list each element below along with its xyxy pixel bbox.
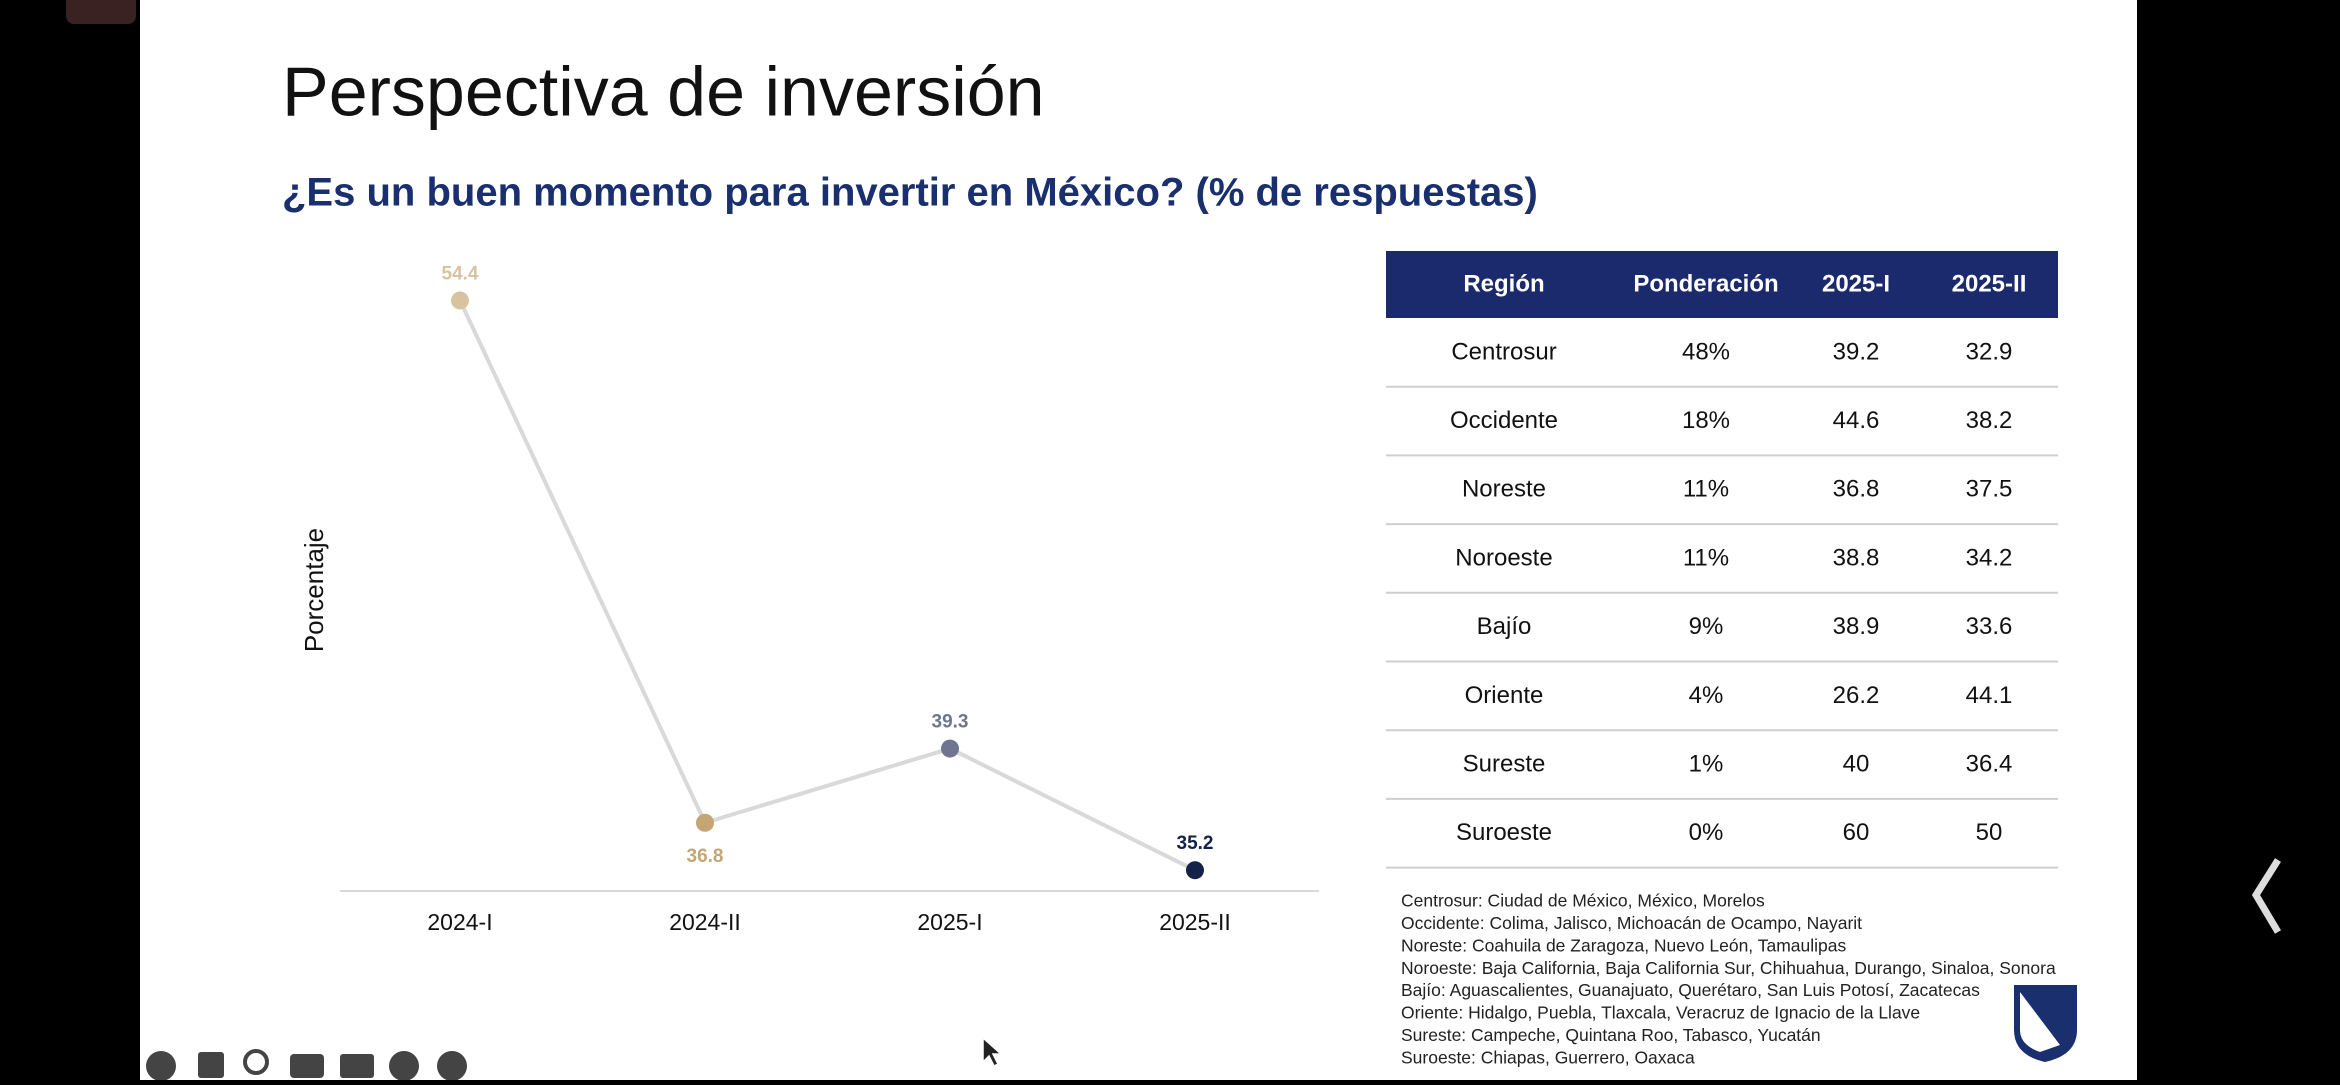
slide-title: Perspectiva de inversión [282, 52, 1045, 130]
table-cell: 0% [1689, 819, 1724, 846]
table-cell: 48% [1682, 338, 1730, 365]
note: Centrosur: Ciudad de México, México, Mor… [1401, 891, 1765, 911]
slide-subtitle: ¿Es un buen momento para invertir en Méx… [282, 171, 1538, 215]
note: Occidente: Colima, Jalisco, Michoacán de… [1401, 913, 1862, 933]
table-cell: 9% [1689, 613, 1724, 640]
more-button[interactable] [389, 1051, 419, 1081]
back-chevron[interactable] [2251, 858, 2282, 934]
table-cell: 32.9 [1966, 338, 2013, 365]
table-cell: 44.1 [1966, 682, 2013, 709]
point [941, 739, 959, 758]
table-cell: Noreste [1462, 476, 1546, 503]
table-header: 2025-I [1822, 270, 1890, 297]
point [1186, 861, 1204, 880]
table-cell: Centrosur [1451, 338, 1556, 365]
next-button[interactable] [437, 1051, 467, 1081]
note: Noreste: Coahuila de Zaragoza, Nuevo Leó… [1401, 935, 1846, 955]
captions-button[interactable] [290, 1054, 324, 1078]
table-header-bg [1386, 251, 2058, 318]
table-cell: Bajío [1477, 613, 1532, 640]
table-cell: 50 [1976, 819, 2003, 846]
note: Sureste: Campeche, Quintana Roo, Tabasco… [1401, 1025, 1821, 1045]
table-cell: 37.5 [1966, 476, 2013, 503]
note: Suroeste: Chiapas, Guerrero, Oaxaca [1401, 1047, 1695, 1067]
table-cell: 60 [1843, 819, 1870, 846]
table-cell: 36.4 [1966, 751, 2013, 778]
table-cell: 34.2 [1966, 544, 2013, 571]
note: Bajío: Aguascalientes, Guanajuato, Queré… [1401, 980, 1980, 1000]
logo [2014, 985, 2077, 1062]
toolbar [146, 1049, 467, 1081]
table-header: Ponderación [1633, 270, 1778, 297]
table-cell: 38.2 [1966, 407, 2013, 434]
table-cell: 26.2 [1833, 682, 1880, 709]
table-cell: 11% [1683, 544, 1729, 571]
table-cell: 36.8 [1833, 476, 1880, 503]
table-cell: Suroeste [1456, 819, 1552, 846]
note: Noroeste: Baja California, Baja Californ… [1401, 958, 2056, 978]
data-label: 39.3 [932, 712, 969, 733]
data-label: 35.2 [1177, 833, 1214, 854]
x-tick-label: 2025-II [1159, 909, 1231, 935]
table-header: 2025-II [1952, 270, 2027, 297]
table-cell: 40 [1843, 751, 1870, 778]
record-icon [66, 0, 136, 24]
pen-button[interactable] [198, 1052, 224, 1078]
table-cell: 38.8 [1833, 544, 1880, 571]
slide [140, 0, 2137, 1080]
line [458, 299, 1196, 873]
camera-button[interactable] [340, 1054, 374, 1078]
data-label: 54.4 [442, 263, 479, 284]
x-tick-label: 2024-II [669, 909, 741, 935]
note: Oriente: Hidalgo, Puebla, Tlaxcala, Vera… [1401, 1003, 1920, 1023]
table-cell: 4% [1689, 682, 1724, 709]
x-tick-label: 2025-I [917, 909, 982, 935]
table-cell: 39.2 [1833, 338, 1880, 365]
table-cell: Oriente [1465, 682, 1544, 709]
table-cell: Noroeste [1455, 544, 1552, 571]
table-cell: 11% [1683, 476, 1729, 503]
table-cell: 44.6 [1833, 407, 1880, 434]
zoom-button[interactable] [243, 1049, 269, 1075]
table-cell: 1% [1689, 751, 1724, 778]
prev-button[interactable] [146, 1051, 176, 1081]
point [696, 813, 714, 832]
notes: Centrosur: Ciudad de México, México, Mor… [1401, 891, 2056, 1068]
mouse-cursor [982, 1036, 1003, 1068]
table-cell: 33.6 [1966, 613, 2013, 640]
chart: 2024-I 54.4 2024-II 36.8 2025-I 39.3 2025-II 35… [427, 263, 1230, 935]
x-tick-label: 2024-I [427, 909, 492, 935]
y-axis-label: Porcentaje [299, 528, 329, 652]
table-cell: 38.9 [1833, 613, 1880, 640]
point [451, 291, 469, 310]
table-cell: 18% [1682, 407, 1730, 434]
table: Región Ponderación 2025-I 2025-II Centrosur 4… [1386, 251, 2058, 869]
data-label: 36.8 [687, 846, 724, 867]
table-cell: Occidente [1450, 407, 1558, 434]
table-cell: Sureste [1463, 751, 1546, 778]
table-header: Región [1463, 270, 1544, 297]
